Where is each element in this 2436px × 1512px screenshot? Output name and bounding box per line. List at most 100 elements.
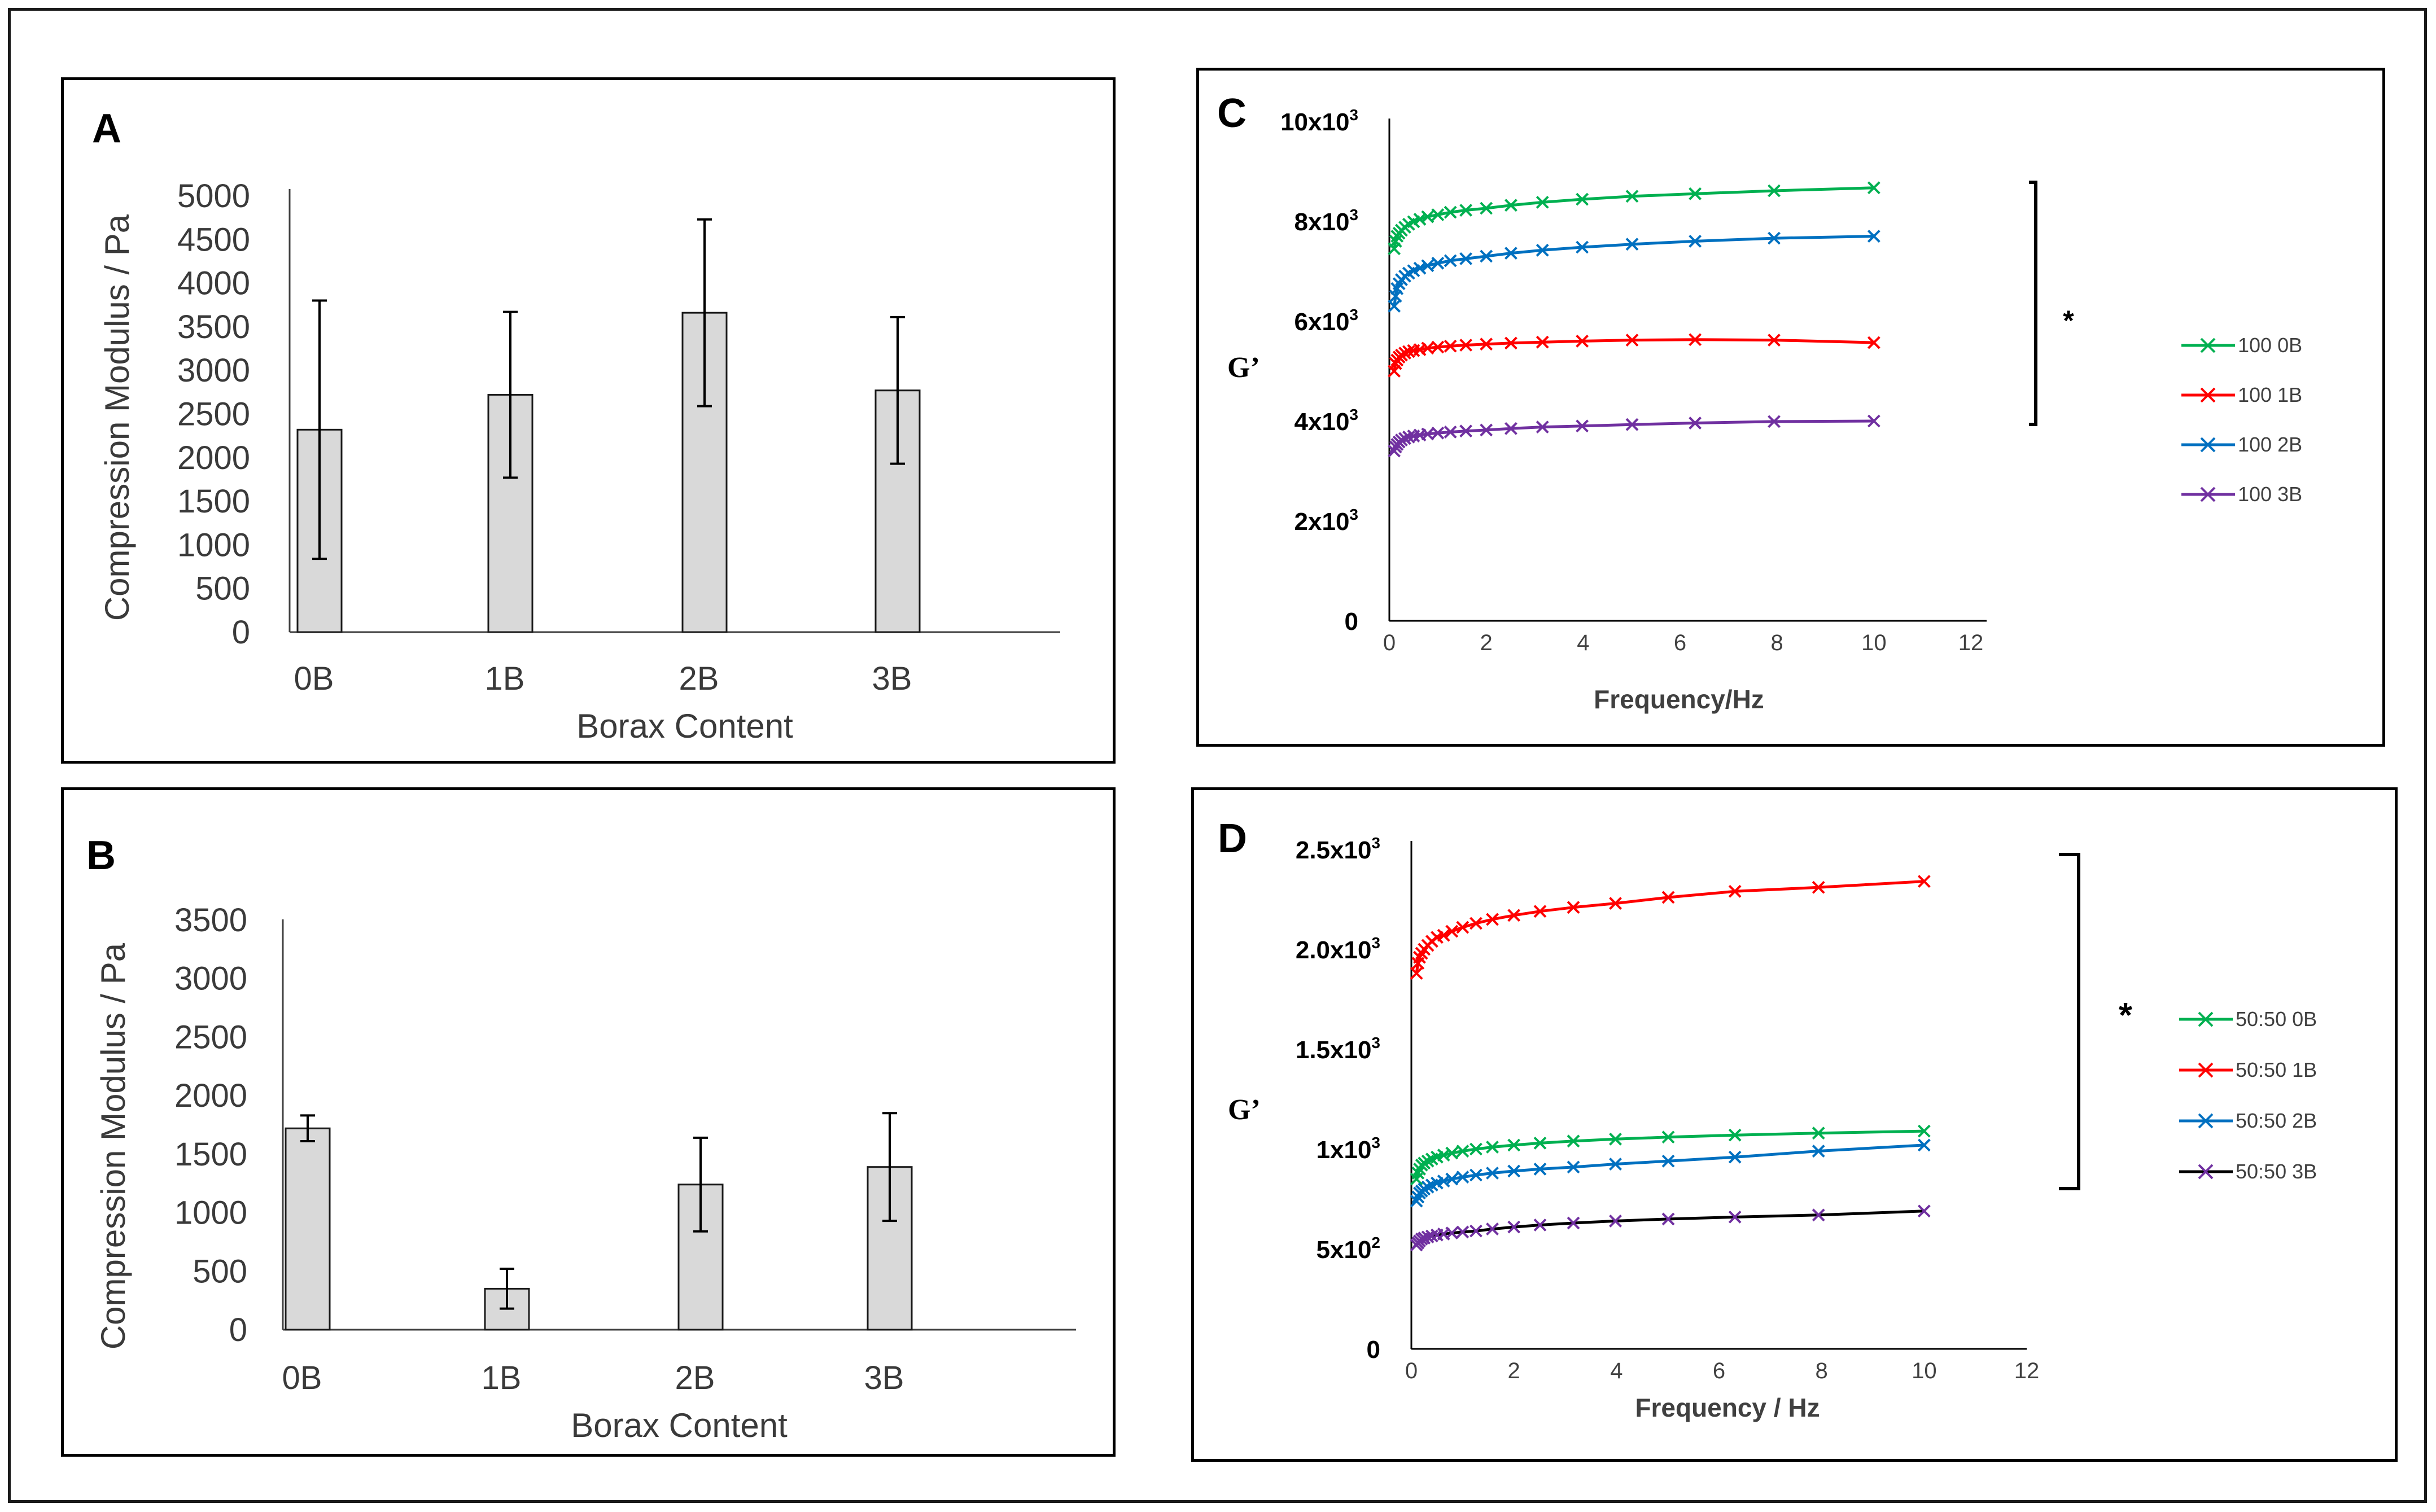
legend-label: 100 3B: [2238, 483, 2302, 506]
y-tick-base: 6x10: [1294, 308, 1350, 336]
x-tick-labels: 0 2 4 6 8 10 12: [1405, 1358, 2039, 1383]
data-point-marker: [1689, 417, 1702, 430]
data-point-marker: [1410, 1194, 1423, 1208]
legend: 100 0B 100 1B 100 2B 100 3B: [2181, 334, 2302, 506]
x-axis-title: Borax Content: [571, 1406, 788, 1444]
data-point-marker: [1459, 424, 1473, 438]
y-tick-label: 4x103: [1294, 406, 1358, 436]
data-point-marker: [1625, 334, 1639, 347]
legend-item-50-50-3b: 50:50 3B: [2179, 1160, 2317, 1183]
y-axis-title: G’: [1227, 352, 1260, 384]
x-tick-label-2B: 2B: [679, 660, 719, 697]
y-tick-base: 4x10: [1294, 408, 1350, 436]
data-point-marker: [1536, 420, 1549, 434]
data-point-marker: [1576, 240, 1589, 254]
x-tick-label-3B: 3B: [864, 1360, 904, 1396]
significance-bracket: [2029, 181, 2037, 426]
y-tick-base: 2.0x10: [1296, 936, 1372, 964]
legend-label: 100 2B: [2238, 433, 2302, 456]
data-point-marker: [1459, 339, 1473, 352]
y-tick-base: 10x10: [1280, 108, 1349, 136]
data-point-marker: [1609, 1158, 1622, 1171]
x-axis-title: Borax Content: [576, 707, 793, 745]
data-point-marker: [1480, 338, 1493, 351]
significance-bracket: [2059, 853, 2080, 1190]
data-point-marker: [1480, 201, 1493, 215]
y-tick-label: 3500: [174, 902, 247, 939]
y-tick-label: 0: [232, 614, 250, 651]
data-point-marker: [1444, 254, 1457, 268]
y-tick-exponent: 3: [1371, 1034, 1380, 1051]
x-tick-label: 4: [1577, 630, 1589, 655]
data-point-marker: [1470, 1142, 1482, 1156]
data-point-marker: [1505, 247, 1517, 260]
legend-marker: [2200, 387, 2216, 403]
y-tick-label: 3000: [174, 961, 247, 997]
data-point-marker: [1661, 1212, 1675, 1226]
bar-0B: [285, 1127, 331, 1331]
data-point-marker: [1689, 333, 1702, 347]
y-tick-labels: 0 500 1000 1500 2000 2500 3000 3500: [174, 902, 247, 1348]
panel-a-label: A: [92, 106, 121, 151]
data-point-marker: [1431, 256, 1445, 270]
data-point-marker: [1421, 210, 1435, 223]
x-tick-label-1B: 1B: [482, 1360, 522, 1396]
data-point-marker: [1421, 259, 1435, 273]
x-tick-label: 8: [1816, 1358, 1828, 1383]
y-tick-label: 1x103: [1317, 1134, 1380, 1164]
significance-star: *: [2063, 305, 2074, 336]
data-point-marker: [1395, 433, 1408, 447]
legend-marker: [2200, 487, 2216, 502]
data-point-marker: [1533, 1219, 1547, 1231]
y-axis-title: Compression Modulus / Pa: [94, 943, 132, 1349]
data-point-marker: [1689, 187, 1702, 200]
bars: [285, 1112, 913, 1331]
x-tick-label: 0: [1383, 630, 1396, 655]
data-point-marker: [1768, 415, 1781, 428]
data-point-marker: [1689, 234, 1702, 248]
x-tick-label: 10: [1861, 630, 1887, 655]
data-point-marker: [1533, 1162, 1547, 1176]
y-tick-label: 1500: [174, 1136, 247, 1173]
panel-d-label: D: [1218, 816, 1247, 861]
y-tick-labels: 0 500 1000 1500 2000 2500 3000 3500 4000 4500 5000: [177, 178, 250, 651]
y-tick-exponent: 3: [1371, 1134, 1380, 1151]
y-tick-exponent: 3: [1349, 406, 1358, 423]
y-axis-title: Compression Modulus / Pa: [98, 214, 136, 621]
data-point-marker: [1445, 1172, 1459, 1186]
data-point-marker: [1437, 928, 1450, 942]
y-tick-base: 2.5x10: [1296, 836, 1372, 864]
data-point-marker: [1917, 1138, 1931, 1152]
y-tick-exponent: 3: [1349, 206, 1358, 223]
y-tick-label: 1500: [177, 483, 250, 520]
data-point-marker: [1402, 430, 1415, 444]
x-tick-label: 2: [1508, 1358, 1520, 1383]
data-point-marker: [1812, 880, 1825, 894]
x-tick-label-0B: 0B: [282, 1360, 322, 1396]
bars: [296, 218, 921, 633]
data-point-marker: [1661, 1130, 1675, 1144]
data-point-marker: [1459, 252, 1473, 265]
x-tick-label: 12: [1958, 630, 1984, 655]
x-tick-label-2B: 2B: [675, 1360, 715, 1396]
data-point-marker: [1917, 875, 1931, 888]
data-point-marker: [1480, 249, 1493, 263]
y-tick-label: 2.0x103: [1296, 934, 1380, 964]
data-point-marker: [1456, 1171, 1470, 1184]
y-tick-base: 2x10: [1294, 508, 1350, 536]
data-point-marker: [1625, 418, 1639, 431]
data-point-marker: [1728, 1128, 1742, 1142]
data-point-marker: [1480, 423, 1493, 437]
panel-c: C 0 2x103 4x103 6x103 8x103 10x103 0 2 4 6 8 10 12 …: [1196, 68, 2385, 747]
legend-item-50-50-2b: 50:50 2B: [2179, 1109, 2317, 1132]
y-tick-label: 5x102: [1317, 1234, 1380, 1264]
data-point-marker: [1411, 1190, 1425, 1204]
y-tick-exponent: 3: [1371, 934, 1380, 952]
y-tick-label: 500: [193, 1253, 247, 1290]
x-tick-labels: 0 2 4 6 8 10 12: [1383, 630, 1983, 655]
y-tick-label: 1.5x103: [1296, 1034, 1380, 1064]
data-point-marker: [1812, 1208, 1825, 1222]
